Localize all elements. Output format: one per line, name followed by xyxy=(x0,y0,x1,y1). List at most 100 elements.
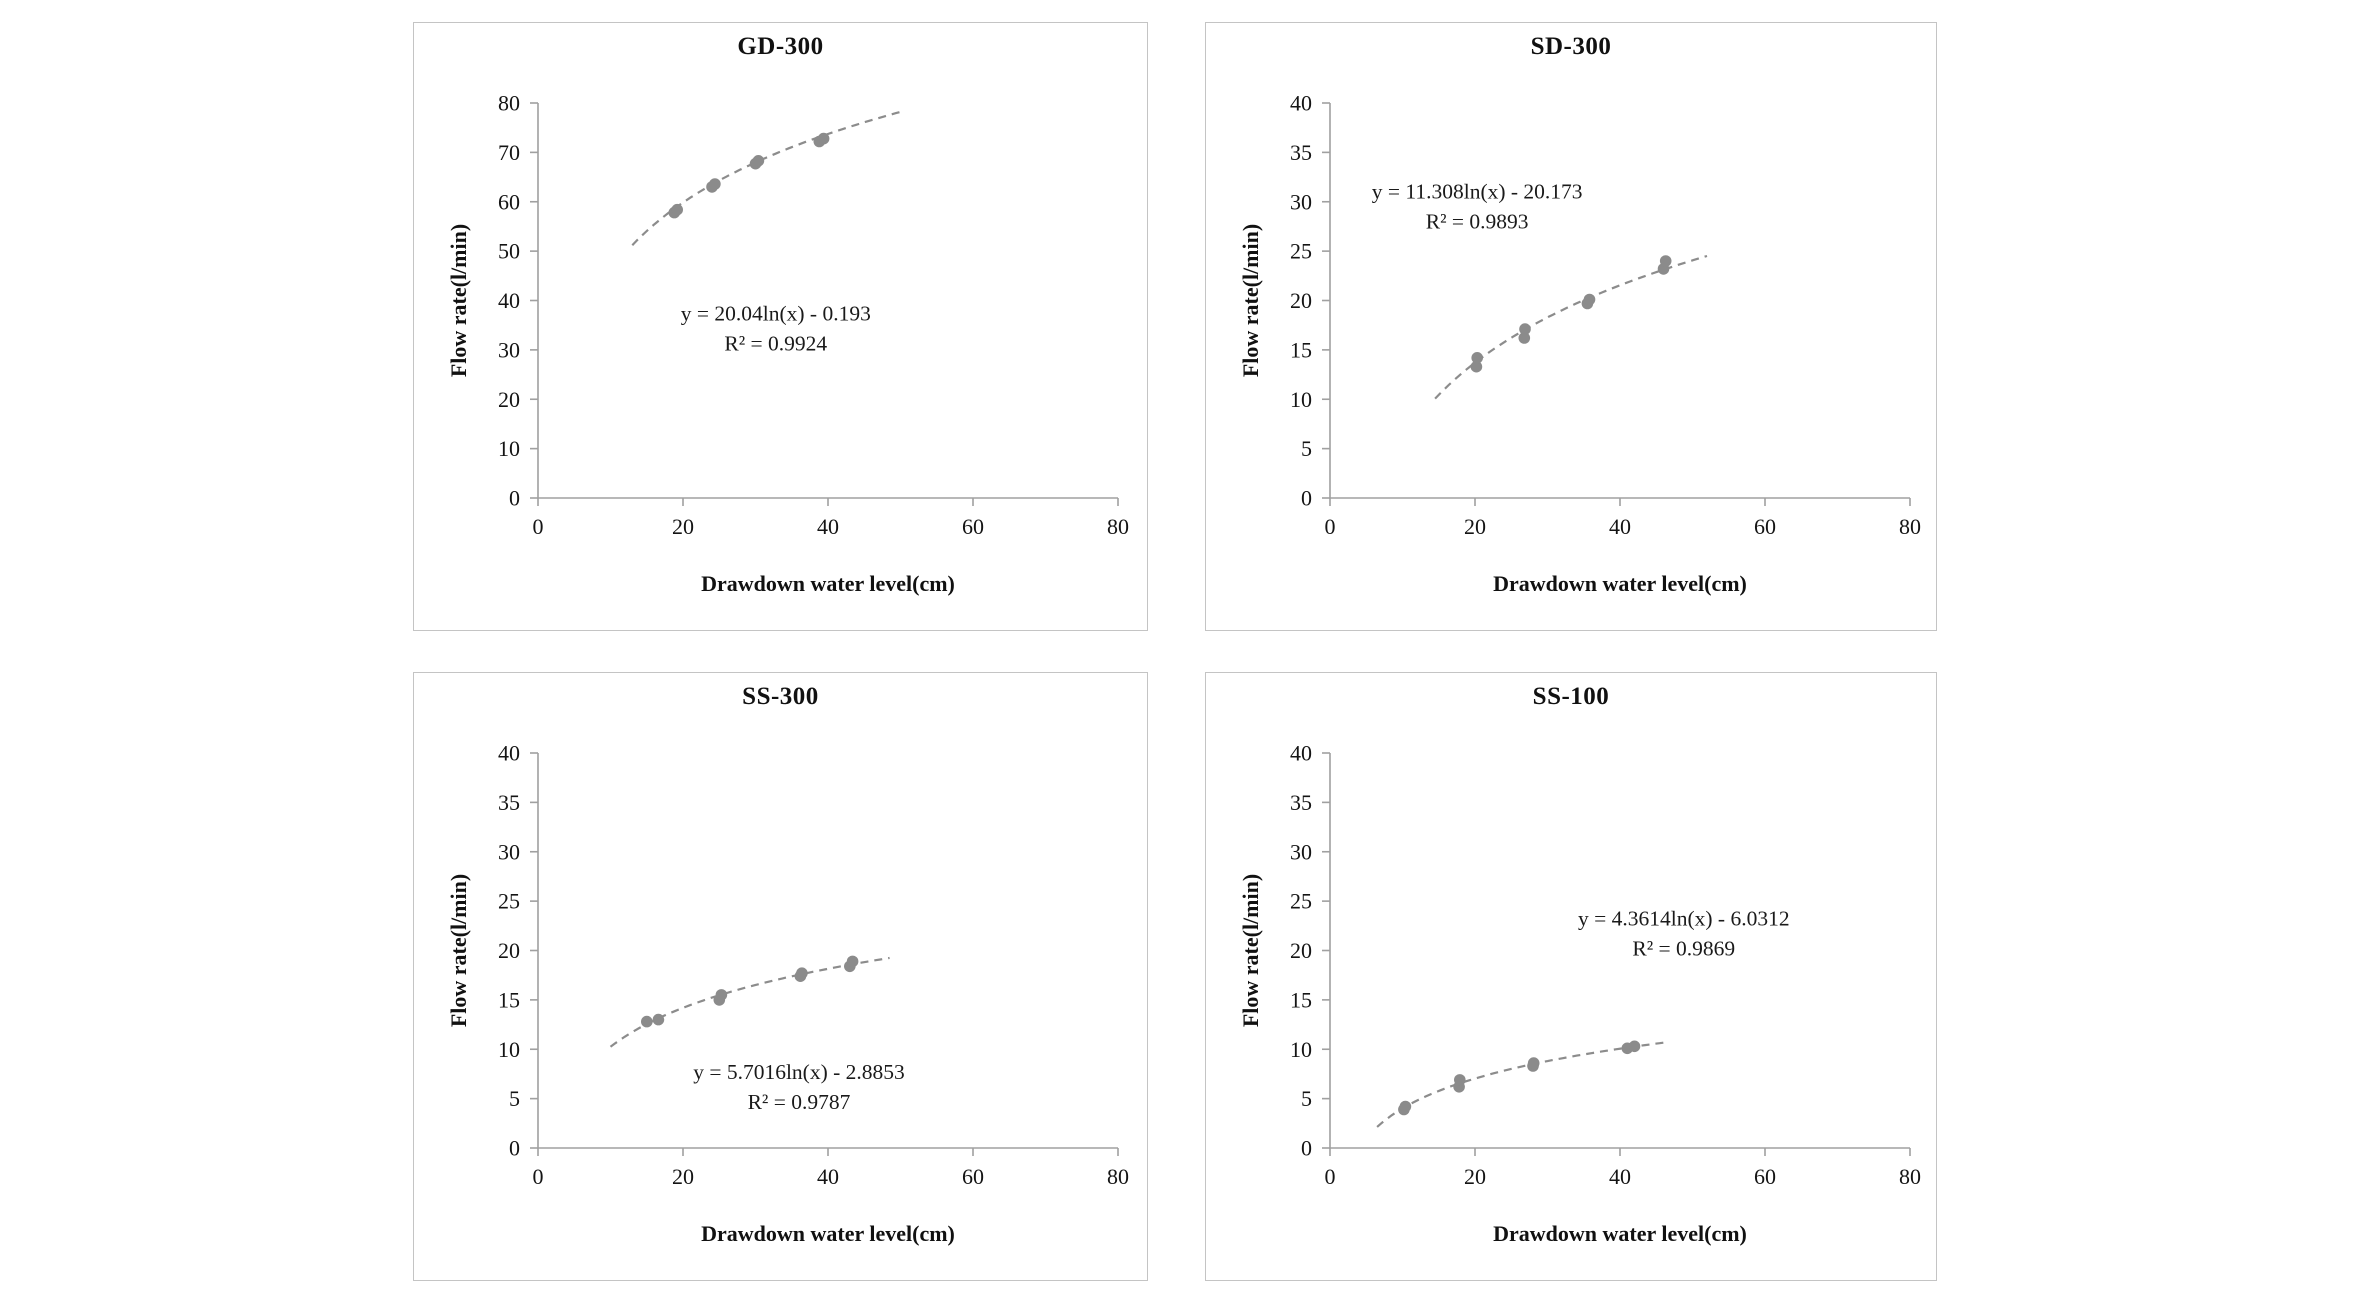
y-tick-label: 10 xyxy=(498,436,520,461)
y-tick-label: 40 xyxy=(498,741,520,766)
y-axis-title: Flow rate(l/min) xyxy=(446,874,471,1027)
y-tick-label: 50 xyxy=(498,239,520,264)
data-point xyxy=(641,1015,653,1028)
x-tick-label: 80 xyxy=(1899,1164,1921,1189)
x-tick-label: 0 xyxy=(533,514,544,539)
y-tick-label: 35 xyxy=(498,790,520,815)
data-point xyxy=(796,967,808,979)
y-tick-label: 5 xyxy=(1301,1086,1312,1111)
x-tick-label: 40 xyxy=(1609,514,1631,539)
y-tick-label: 20 xyxy=(1290,938,1312,963)
y-tick-label: 25 xyxy=(1290,889,1312,914)
x-axis-title: Drawdown water level(cm) xyxy=(701,571,955,596)
x-tick-label: 60 xyxy=(962,1164,984,1189)
trendline-r-squared: R² = 0.9869 xyxy=(1632,937,1735,961)
chart-panel-gd-300: GD-300 0 10 20 30 40 50 60 70 80 0 20 40 60 80 Flow ra… xyxy=(413,22,1148,631)
data-point xyxy=(709,178,721,190)
trendline-equation: y = 11.308ln(x) - 20.173 xyxy=(1372,180,1583,204)
x-tick-label: 0 xyxy=(1325,514,1336,539)
data-point xyxy=(846,955,859,968)
y-tick-label: 70 xyxy=(498,140,520,165)
data-point xyxy=(1454,1074,1466,1086)
y-tick-label: 25 xyxy=(1290,239,1312,264)
trendline xyxy=(1376,1040,1670,1128)
trendline-equation: y = 20.04ln(x) - 0.193 xyxy=(681,302,871,326)
y-tick-label: 40 xyxy=(498,288,520,313)
y-tick-label: 40 xyxy=(1290,91,1312,116)
x-tick-label: 60 xyxy=(1754,514,1776,539)
y-tick-label: 20 xyxy=(498,938,520,963)
x-axis-title: Drawdown water level(cm) xyxy=(701,1221,955,1246)
x-tick-label: 0 xyxy=(1325,1164,1336,1189)
data-point xyxy=(1399,1100,1412,1113)
chart-title: SS-300 xyxy=(742,683,819,710)
data-point xyxy=(1471,352,1483,364)
x-tick-label: 60 xyxy=(1754,1164,1776,1189)
data-point xyxy=(1518,332,1531,344)
chart-plot-gd-300: 0 10 20 30 40 50 60 70 80 0 20 40 60 80 Flow rate(l/mi… xyxy=(446,91,1129,597)
y-tick-label: 0 xyxy=(509,486,520,511)
data-point xyxy=(1470,360,1483,373)
axes xyxy=(537,103,1118,499)
y-tick-label: 15 xyxy=(1290,337,1312,362)
axes xyxy=(1329,103,1910,499)
y-tick-label: 10 xyxy=(498,1037,520,1062)
trendline xyxy=(631,110,901,246)
trendline-r-squared: R² = 0.9924 xyxy=(724,332,827,356)
y-tick-label: 5 xyxy=(509,1086,520,1111)
axes xyxy=(537,753,1118,1149)
data-point xyxy=(1519,323,1531,335)
chart-panel-sd-300: SD-300 0 5 10 15 20 25 30 35 40 0 20 40 60 80 Flow rat… xyxy=(1205,22,1937,631)
y-tick-label: 15 xyxy=(498,987,520,1012)
x-tick-label: 60 xyxy=(962,514,984,539)
y-axis-title: Flow rate(l/min) xyxy=(446,224,471,377)
y-tick-label: 20 xyxy=(498,387,520,412)
chart-title: SS-100 xyxy=(1532,683,1610,710)
trendline-equation: y = 4.3614ln(x) - 6.0312 xyxy=(1578,907,1790,931)
x-tick-label: 20 xyxy=(672,514,694,539)
y-tick-label: 5 xyxy=(1301,436,1312,461)
trendline-r-squared: R² = 0.9787 xyxy=(748,1090,851,1114)
x-tick-label: 20 xyxy=(672,1164,694,1189)
y-tick-label: 10 xyxy=(1290,387,1312,412)
x-tick-label: 40 xyxy=(1609,1164,1631,1189)
chart-title: GD-300 xyxy=(737,33,824,60)
y-tick-label: 0 xyxy=(1301,486,1312,511)
x-tick-label: 20 xyxy=(1464,514,1486,539)
x-axis-title: Drawdown water level(cm) xyxy=(1493,571,1747,596)
y-tick-label: 25 xyxy=(498,889,520,914)
data-point xyxy=(1659,255,1672,267)
x-tick-label: 20 xyxy=(1464,1164,1486,1189)
y-tick-label: 15 xyxy=(1290,987,1312,1012)
y-axis-title: Flow rate(l/min) xyxy=(1238,874,1263,1027)
x-tick-label: 40 xyxy=(817,1164,839,1189)
x-tick-label: 80 xyxy=(1107,514,1129,539)
y-axis-title: Flow rate(l/min) xyxy=(1238,224,1263,377)
chart-panel-ss-300: SS-300 0 5 10 15 20 25 30 35 40 0 20 40 60 80 Flow rat… xyxy=(413,672,1148,1281)
x-axis-title: Drawdown water level(cm) xyxy=(1493,1221,1747,1246)
y-tick-label: 35 xyxy=(1290,140,1312,165)
trendline-equation: y = 5.7016ln(x) - 2.8853 xyxy=(693,1060,905,1084)
y-tick-label: 0 xyxy=(509,1136,520,1161)
x-tick-label: 80 xyxy=(1107,1164,1129,1189)
data-point xyxy=(1628,1040,1641,1053)
chart-title: SD-300 xyxy=(1530,33,1612,60)
chart-panel-ss-100: SS-100 0 5 10 15 20 25 30 35 40 0 20 40 60 80 Flow rat… xyxy=(1205,672,1937,1281)
chart-plot-sd-300: 0 5 10 15 20 25 30 35 40 0 20 40 60 80 Flow rate(l/min… xyxy=(1238,91,1921,597)
data-point xyxy=(715,989,728,1001)
data-point xyxy=(1527,1057,1540,1069)
chart-plot-ss-300: 0 5 10 15 20 25 30 35 40 0 20 40 60 80 Flow rate(l/min… xyxy=(446,741,1129,1247)
trendline xyxy=(1434,254,1708,400)
chart-plot-ss-100: 0 5 10 15 20 25 30 35 40 0 20 40 60 80 Flow rate(l/min… xyxy=(1238,741,1921,1247)
y-tick-label: 0 xyxy=(1301,1136,1312,1161)
y-tick-label: 30 xyxy=(1290,189,1312,214)
y-tick-label: 30 xyxy=(1290,839,1312,864)
x-tick-label: 40 xyxy=(817,514,839,539)
y-tick-label: 30 xyxy=(498,839,520,864)
data-point xyxy=(817,132,830,145)
y-tick-label: 30 xyxy=(498,337,520,362)
data-point xyxy=(752,155,765,167)
data-point xyxy=(671,203,683,216)
y-tick-label: 60 xyxy=(498,189,520,214)
